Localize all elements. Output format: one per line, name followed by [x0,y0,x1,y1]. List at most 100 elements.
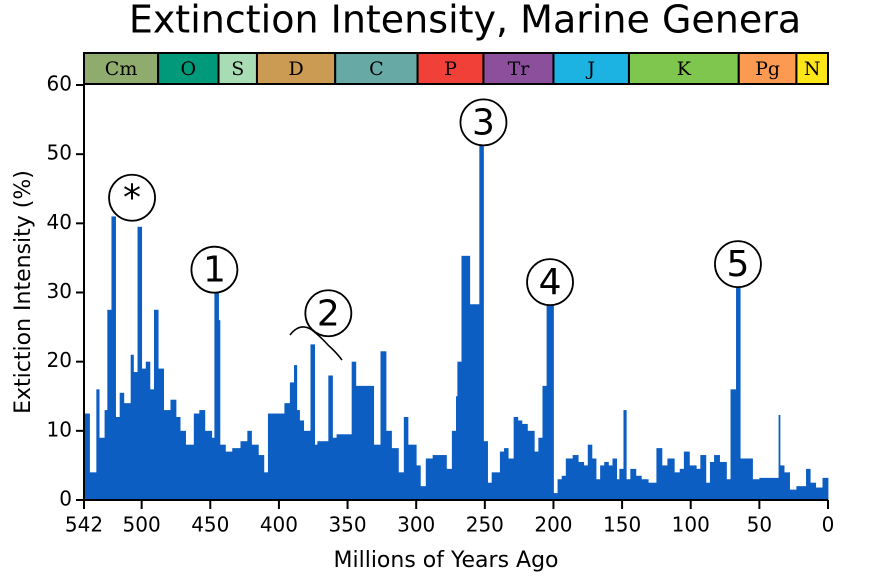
bar [487,482,493,500]
bar [527,430,535,500]
bar [679,468,685,500]
bar [456,396,458,500]
period-box [737,52,798,85]
x-tick-label: 250 [466,513,504,537]
bar [225,451,233,500]
x-tick-label: 450 [191,513,229,537]
bar [517,420,523,500]
bar [416,465,421,500]
bar [538,437,543,500]
period-label: D [288,58,303,80]
bar [726,479,731,500]
bar [457,361,462,500]
bar [483,441,488,500]
bar [542,385,547,500]
bar [796,486,807,500]
period-label: Pg [755,58,780,80]
bar [736,282,741,500]
x-tick-label: 500 [123,513,161,537]
period-label: C [369,58,384,80]
bar [491,472,501,500]
bar [719,461,727,500]
bar [730,389,737,500]
period-box [334,52,419,85]
bar [565,458,574,500]
bar [619,468,624,500]
bar [175,417,181,500]
bar [398,472,405,500]
bar [289,382,295,500]
x-tick-label: 400 [260,513,298,537]
period-label: Tr [508,58,531,80]
bar [508,458,515,500]
period-box [627,52,740,85]
period-label: J [585,58,595,80]
bar [158,368,165,500]
bar [469,304,480,500]
bar [779,465,785,500]
bar [683,451,690,500]
bar [499,451,505,500]
y-tick-label: 60 [47,72,72,96]
bar [149,389,155,500]
period-box [157,52,220,85]
bar [784,472,790,500]
period-label: Cm [105,58,138,80]
bar [451,430,457,500]
bar [123,403,132,500]
x-tick-label: 200 [534,513,572,537]
bar [296,410,300,500]
annotation-circle [108,173,156,222]
bar [104,410,108,500]
period-box [552,52,630,85]
bar [479,140,484,501]
bar [170,399,177,500]
bar [815,487,823,500]
bar [648,482,657,500]
y-tick-label: 20 [47,348,72,372]
bar [789,489,797,500]
annotation-circle [190,245,239,294]
y-tick-label: 50 [47,141,72,165]
bar [600,465,605,500]
bar [661,465,668,500]
bar [656,448,663,500]
bar [778,414,781,500]
period-bar: Cm O S D C P Tr J K Pg N [83,52,829,85]
bar [232,448,241,500]
annotation-label: * [123,178,141,219]
bar [199,410,206,500]
x-tick-label: 50 [747,513,772,537]
bar [700,455,707,500]
bar [193,413,200,500]
bar [247,430,252,500]
bar [137,226,143,500]
bar [391,448,399,500]
bar [211,437,215,500]
annotation-circle [459,98,508,147]
bar [294,365,298,500]
bar [561,475,567,500]
bar [806,468,811,500]
bar [420,486,427,500]
bar [317,441,329,500]
bar [141,368,147,500]
bar [163,410,171,500]
bar [119,392,125,500]
bar [154,309,159,500]
annotation-label: 4 [539,262,562,303]
bar [96,389,100,500]
bar [214,292,219,500]
bar [608,465,613,500]
bar [752,479,760,500]
bar [115,417,121,500]
bar [513,417,519,500]
annotation-label: 5 [726,244,749,285]
bar [258,455,265,500]
bar [111,216,116,500]
bar [461,255,471,500]
period-box [255,52,337,85]
bar [630,468,637,500]
bar [705,482,711,500]
bar [351,361,357,500]
